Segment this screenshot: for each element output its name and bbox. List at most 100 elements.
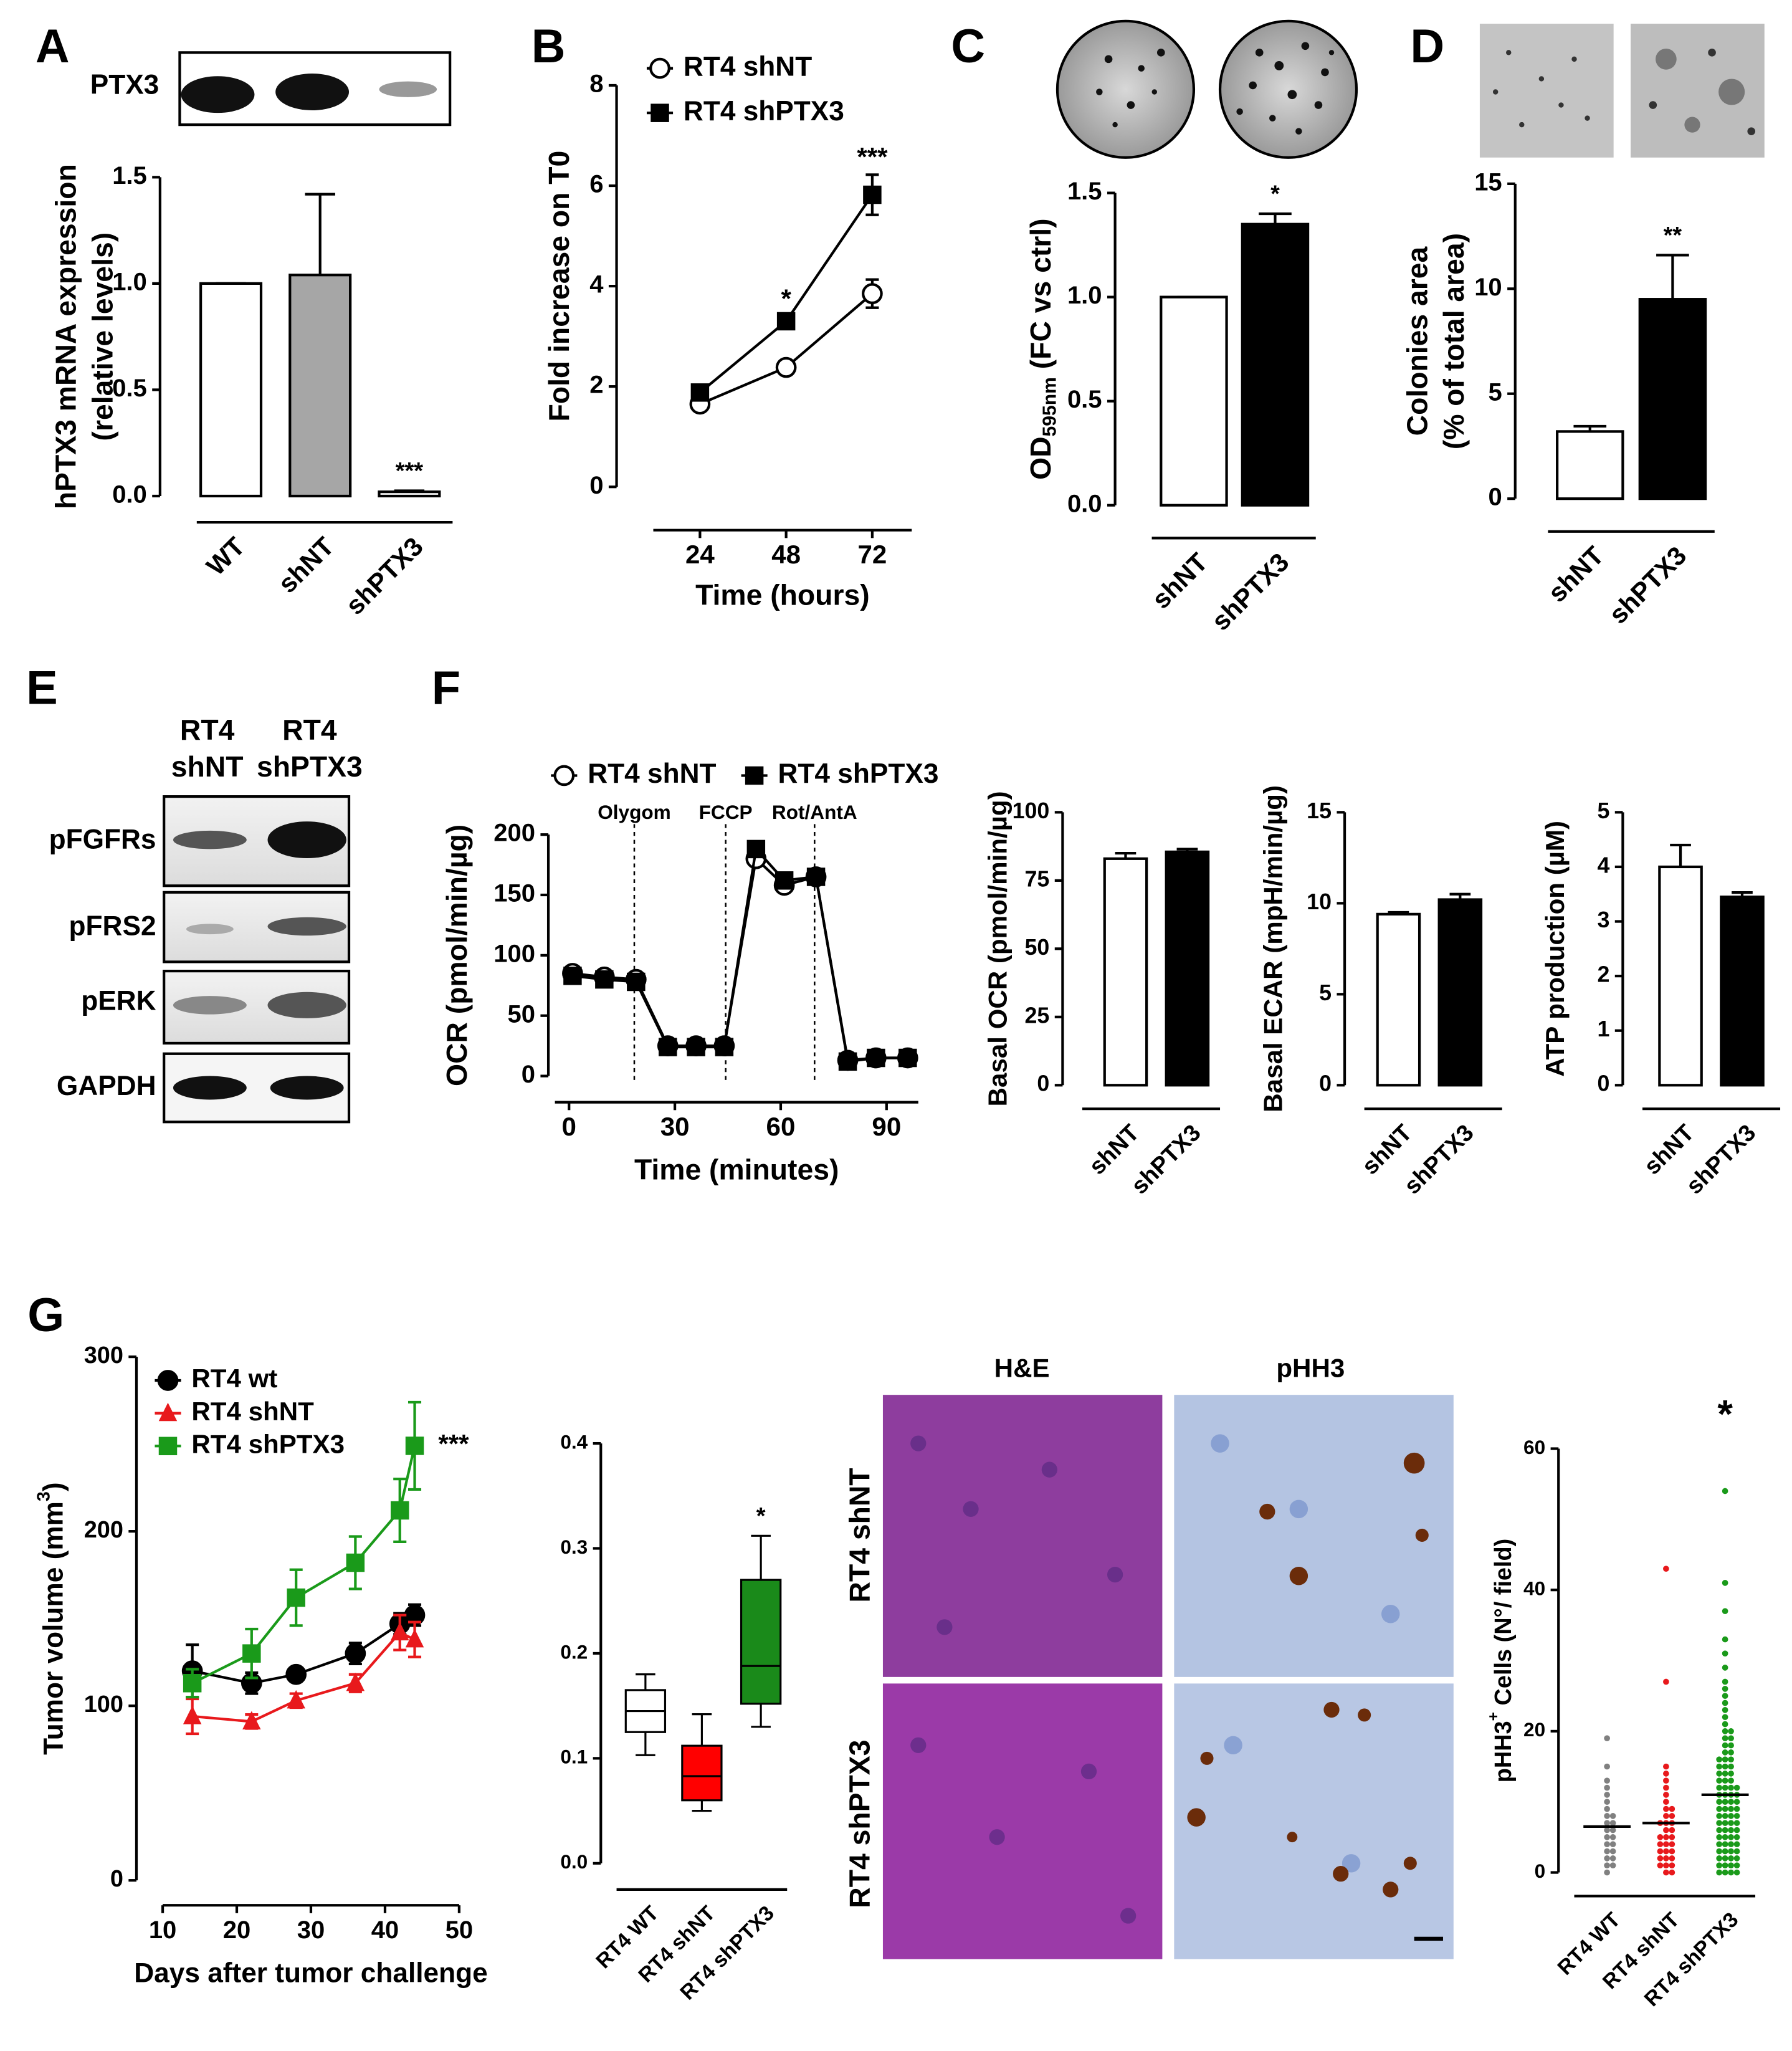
- data-point: [1722, 1820, 1728, 1827]
- y-axis-label-text: ATP production (µM): [1540, 821, 1570, 1077]
- data-point: [1663, 1771, 1669, 1777]
- bar: [288, 274, 352, 498]
- data-point: [1728, 1848, 1734, 1855]
- data-point: [1609, 1820, 1616, 1827]
- data-point: [1722, 1721, 1728, 1728]
- data-point: [390, 1501, 409, 1520]
- data-point: [1716, 1799, 1722, 1805]
- y-tick-label: 0: [110, 1866, 123, 1892]
- data-point: [1604, 1805, 1610, 1812]
- data-point: [1657, 1834, 1664, 1840]
- data-point: [1722, 1805, 1728, 1812]
- y-tick-label: 25: [1025, 1003, 1050, 1028]
- data-point: [1722, 1841, 1728, 1848]
- y-tick-label: 100: [84, 1691, 123, 1718]
- y-axis-label: Colonies area: [1401, 246, 1433, 436]
- y-axis-label: OCR (pmol/min/µg): [441, 825, 473, 1086]
- y-axis-label-text: Basal ECAR (mpH/min/µg): [1259, 785, 1288, 1112]
- y-tick-label: 60: [1523, 1436, 1545, 1458]
- data-point: [183, 1706, 202, 1724]
- data-point: [1728, 1805, 1734, 1812]
- data-point: [1722, 1735, 1728, 1742]
- y-tick-label: 5: [1597, 798, 1609, 823]
- colony-dish: [1056, 19, 1196, 159]
- y-tick-label: 0.2: [560, 1640, 588, 1663]
- data-point: [1604, 1848, 1610, 1855]
- panel-label: C: [951, 20, 985, 73]
- data-point: [1609, 1848, 1616, 1855]
- data-point: [563, 967, 582, 985]
- y-tick-label: 100: [1013, 798, 1050, 823]
- data-point: [1669, 1805, 1675, 1812]
- data-point: [1716, 1827, 1722, 1833]
- significance-label: *: [1717, 1393, 1733, 1437]
- data-point: [1728, 1777, 1734, 1784]
- legend-label: RT4 shNT: [588, 758, 716, 789]
- y-axis-label-superscript: +: [1485, 1712, 1502, 1721]
- legend-marker: [649, 57, 670, 79]
- data-point: [1716, 1784, 1722, 1791]
- y-axis-label: pHH3+ Cells (N°/ field): [1485, 1539, 1517, 1783]
- data-point: [1728, 1862, 1734, 1869]
- bar: [1160, 295, 1228, 507]
- panel-label: A: [36, 20, 70, 73]
- data-point: [1722, 1693, 1728, 1700]
- data-point: [1722, 1771, 1728, 1777]
- blot-band: [275, 74, 350, 110]
- legend-label: RT4 shPTX3: [684, 96, 844, 127]
- data-point: [1722, 1834, 1728, 1840]
- y-tick-label: 300: [84, 1342, 123, 1369]
- data-point: [1728, 1834, 1734, 1840]
- panel-label: D: [1410, 20, 1444, 73]
- x-tick-label: 30: [660, 1112, 690, 1141]
- histology: [882, 1395, 1454, 1959]
- colonies: [1096, 42, 1335, 135]
- panel-label: G: [27, 1289, 64, 1342]
- y-axis-label: Fold increase on T0: [543, 151, 575, 422]
- x-tick-label: 0: [562, 1112, 576, 1141]
- blot-panels: [163, 795, 351, 1124]
- legend-marker: [553, 765, 575, 786]
- data-point: [1722, 1862, 1728, 1869]
- y-tick-label: 0: [1319, 1071, 1332, 1096]
- data-point: [1663, 1848, 1669, 1855]
- data-point: [1716, 1862, 1722, 1869]
- histology-row-label: RT4 shNT: [843, 1468, 875, 1602]
- x-tick-label: 10: [149, 1916, 176, 1944]
- data-point: [1663, 1834, 1669, 1840]
- y-axis-label-text: Cells (N°/ field): [1490, 1539, 1517, 1712]
- x-axis-label: Time (minutes): [634, 1153, 839, 1185]
- data-point: [687, 1038, 705, 1056]
- data-point: [1722, 1636, 1728, 1643]
- data-point: [1728, 1820, 1734, 1827]
- significance-label: *: [781, 284, 791, 313]
- x-tick-label: 72: [857, 540, 887, 569]
- bar: [1638, 298, 1707, 500]
- panel-label: F: [432, 662, 460, 715]
- x-tick-label: shPTX3: [340, 532, 429, 620]
- y-tick-label: 8: [589, 70, 603, 98]
- data-point: [595, 970, 614, 989]
- injection-label: Olygom: [598, 801, 671, 823]
- data-point: [1733, 1799, 1740, 1805]
- data-point: [774, 871, 794, 890]
- legend-marker: [157, 1370, 179, 1391]
- y-tick-label: 15: [1474, 168, 1502, 196]
- data-point: [1722, 1777, 1728, 1784]
- data-point: [1728, 1771, 1734, 1777]
- data-point: [1733, 1827, 1740, 1833]
- y-tick-label: 0: [1037, 1071, 1049, 1096]
- histology-column-label: pHH3: [1276, 1353, 1345, 1382]
- data-point: [1716, 1777, 1722, 1784]
- data-point: [1604, 1735, 1610, 1742]
- data-point: [1657, 1841, 1664, 1848]
- data-point: [659, 1038, 677, 1056]
- data-point: [1722, 1742, 1728, 1749]
- blot-row-label: pFRS2: [69, 911, 156, 941]
- y-axis-label: Basal OCR (pmol/min/µg): [983, 791, 1012, 1106]
- y-axis-label-text: OCR (pmol/min/µg): [441, 825, 473, 1086]
- colony-dish: [1218, 19, 1358, 159]
- y-tick-label: 0: [1597, 1071, 1609, 1096]
- data-point: [1733, 1834, 1740, 1840]
